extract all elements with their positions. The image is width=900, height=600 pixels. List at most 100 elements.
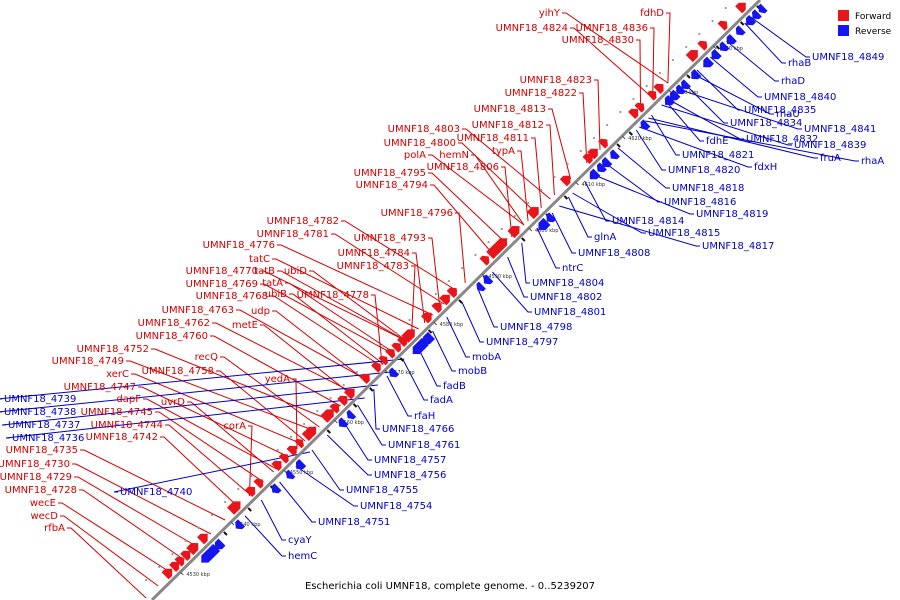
forward-gene-label: UMNF18_4813 [474, 104, 546, 115]
forward-gene-arrow [329, 403, 340, 414]
forward-leader-line [143, 398, 277, 470]
backbone-dot [250, 474, 253, 478]
reverse-gene-arrow [596, 162, 607, 173]
reverse-gene-arrow [726, 33, 737, 45]
backbone-dot [210, 513, 214, 517]
reverse-gene-arrow [285, 469, 296, 480]
backbone-dot [619, 110, 622, 114]
forward-gene-label: UMNF18_4752 [77, 344, 149, 355]
backbone-dot [658, 71, 661, 75]
reverse-gene-label: rhaA [861, 156, 884, 167]
reverse-leader-line [559, 205, 700, 247]
backbone-dot [421, 305, 424, 309]
reverse-gene-label: rhaB [788, 58, 811, 69]
reverse-leader-line [572, 192, 646, 234]
forward-gene-arrow [582, 153, 593, 165]
forward-gene-arrow [489, 238, 508, 256]
reverse-gene-label: fadA [430, 395, 453, 406]
reverse-gene-label: UMNF18_4751 [318, 517, 390, 528]
forward-leader-line [412, 252, 426, 324]
forward-gene-arrow [587, 148, 598, 160]
reverse-gene-label: UMNF18_4757 [374, 455, 446, 466]
reverse-gene-label: UMNF18_4815 [648, 228, 720, 239]
forward-leader-line [248, 425, 253, 497]
forward-gene-arrow [180, 550, 191, 562]
backbone-dot [447, 279, 451, 283]
forward-gene-arrow [337, 395, 348, 407]
forward-gene-label: tatA [262, 278, 283, 289]
forward-gene-label: UMNF18_4768 [196, 291, 268, 302]
feature-mark [739, 21, 745, 26]
forward-gene-arrow [385, 348, 396, 359]
forward-gene-arrow [174, 556, 185, 567]
backbone-dot [382, 344, 385, 348]
reverse-gene-label: UMNF18_4755 [346, 485, 418, 496]
forward-leader-line [277, 270, 407, 342]
forward-leader-line [579, 92, 588, 164]
map-caption: Escherichia coli UMNF18, complete genome… [305, 581, 595, 592]
reverse-leader-line [584, 180, 610, 222]
scale-tick-label: 4590 kbp [488, 274, 512, 280]
backbone-dot [553, 175, 556, 179]
feature-mark [616, 143, 621, 148]
reverse-gene-arrow [751, 9, 762, 20]
reverse-gene-label: UMNF18_4737 [8, 420, 80, 431]
forward-gene-arrow [507, 226, 520, 239]
backbone-dots [144, 5, 761, 582]
reverse-gene-label: UMNF18_4740 [120, 487, 192, 498]
backbone-dot [368, 357, 372, 361]
feature-mark [715, 45, 721, 50]
forward-leader-line [650, 27, 655, 99]
scale-tick-label: 4570 kbp [391, 370, 415, 376]
forward-gene-label: UMNF18_4812 [472, 120, 544, 131]
reverse-gene-label: UMNF18_4816 [664, 197, 736, 208]
forward-leader-line [187, 401, 275, 473]
reverse-gene-label: UMNF18_4736 [12, 433, 84, 444]
reverse-leader-line [491, 271, 532, 313]
forward-gene-label: xerC [106, 369, 129, 380]
forward-leader-line [462, 128, 551, 200]
backbone-dot [316, 409, 319, 413]
feature-mark [326, 429, 331, 434]
reverse-leader-line [476, 286, 498, 328]
forward-leader-line [126, 360, 316, 432]
forward-leader-line [216, 370, 306, 442]
reverse-leader-line [750, 16, 810, 58]
reverse-gene-label: mobB [458, 366, 487, 377]
reverse-leader-line [311, 449, 344, 491]
backbone-dot [724, 6, 727, 10]
forward-gene-arrow [401, 329, 415, 343]
forward-leader-line [594, 79, 601, 151]
reverse-gene-label: UMNF18_4841 [804, 124, 876, 135]
reverse-leader-line [260, 499, 286, 541]
reverse-leader-line [709, 56, 762, 98]
reverse-gene-label: glnA [594, 232, 616, 243]
reverse-gene-label: fruA [820, 153, 841, 164]
reverse-gene-arrow [389, 367, 400, 378]
feature-mark [399, 357, 404, 362]
feature-mark [563, 195, 569, 200]
forward-gene-arrow [446, 287, 457, 299]
forward-gene-label: UMNF18_4822 [505, 88, 577, 99]
forward-gene-label: udp [251, 306, 270, 317]
reverse-gene-label: UMNF18_4818 [672, 183, 744, 194]
feature-mark [369, 387, 374, 392]
forward-leader-line [210, 335, 341, 407]
forward-leader-line [67, 527, 147, 599]
backbone-dot [263, 461, 266, 465]
reverse-gene-arrow [338, 417, 349, 428]
forward-leader-line [428, 172, 507, 244]
reverse-leader-line [665, 100, 704, 142]
scale-tick [713, 45, 717, 50]
forward-leader-line [155, 411, 264, 483]
backbone-dot [566, 162, 569, 166]
reverse-leader-line [113, 451, 311, 493]
forward-gene-label: UMNF18_4796 [381, 208, 453, 219]
reverse-gene-label: UMNF18_4849 [812, 52, 884, 63]
forward-leader-line [666, 12, 671, 84]
reverse-leader-line [536, 227, 560, 269]
forward-gene-arrow [378, 355, 389, 366]
forward-gene-arrow [685, 50, 698, 63]
backbone-dot [500, 227, 503, 231]
reverse-leader-line [683, 82, 728, 124]
